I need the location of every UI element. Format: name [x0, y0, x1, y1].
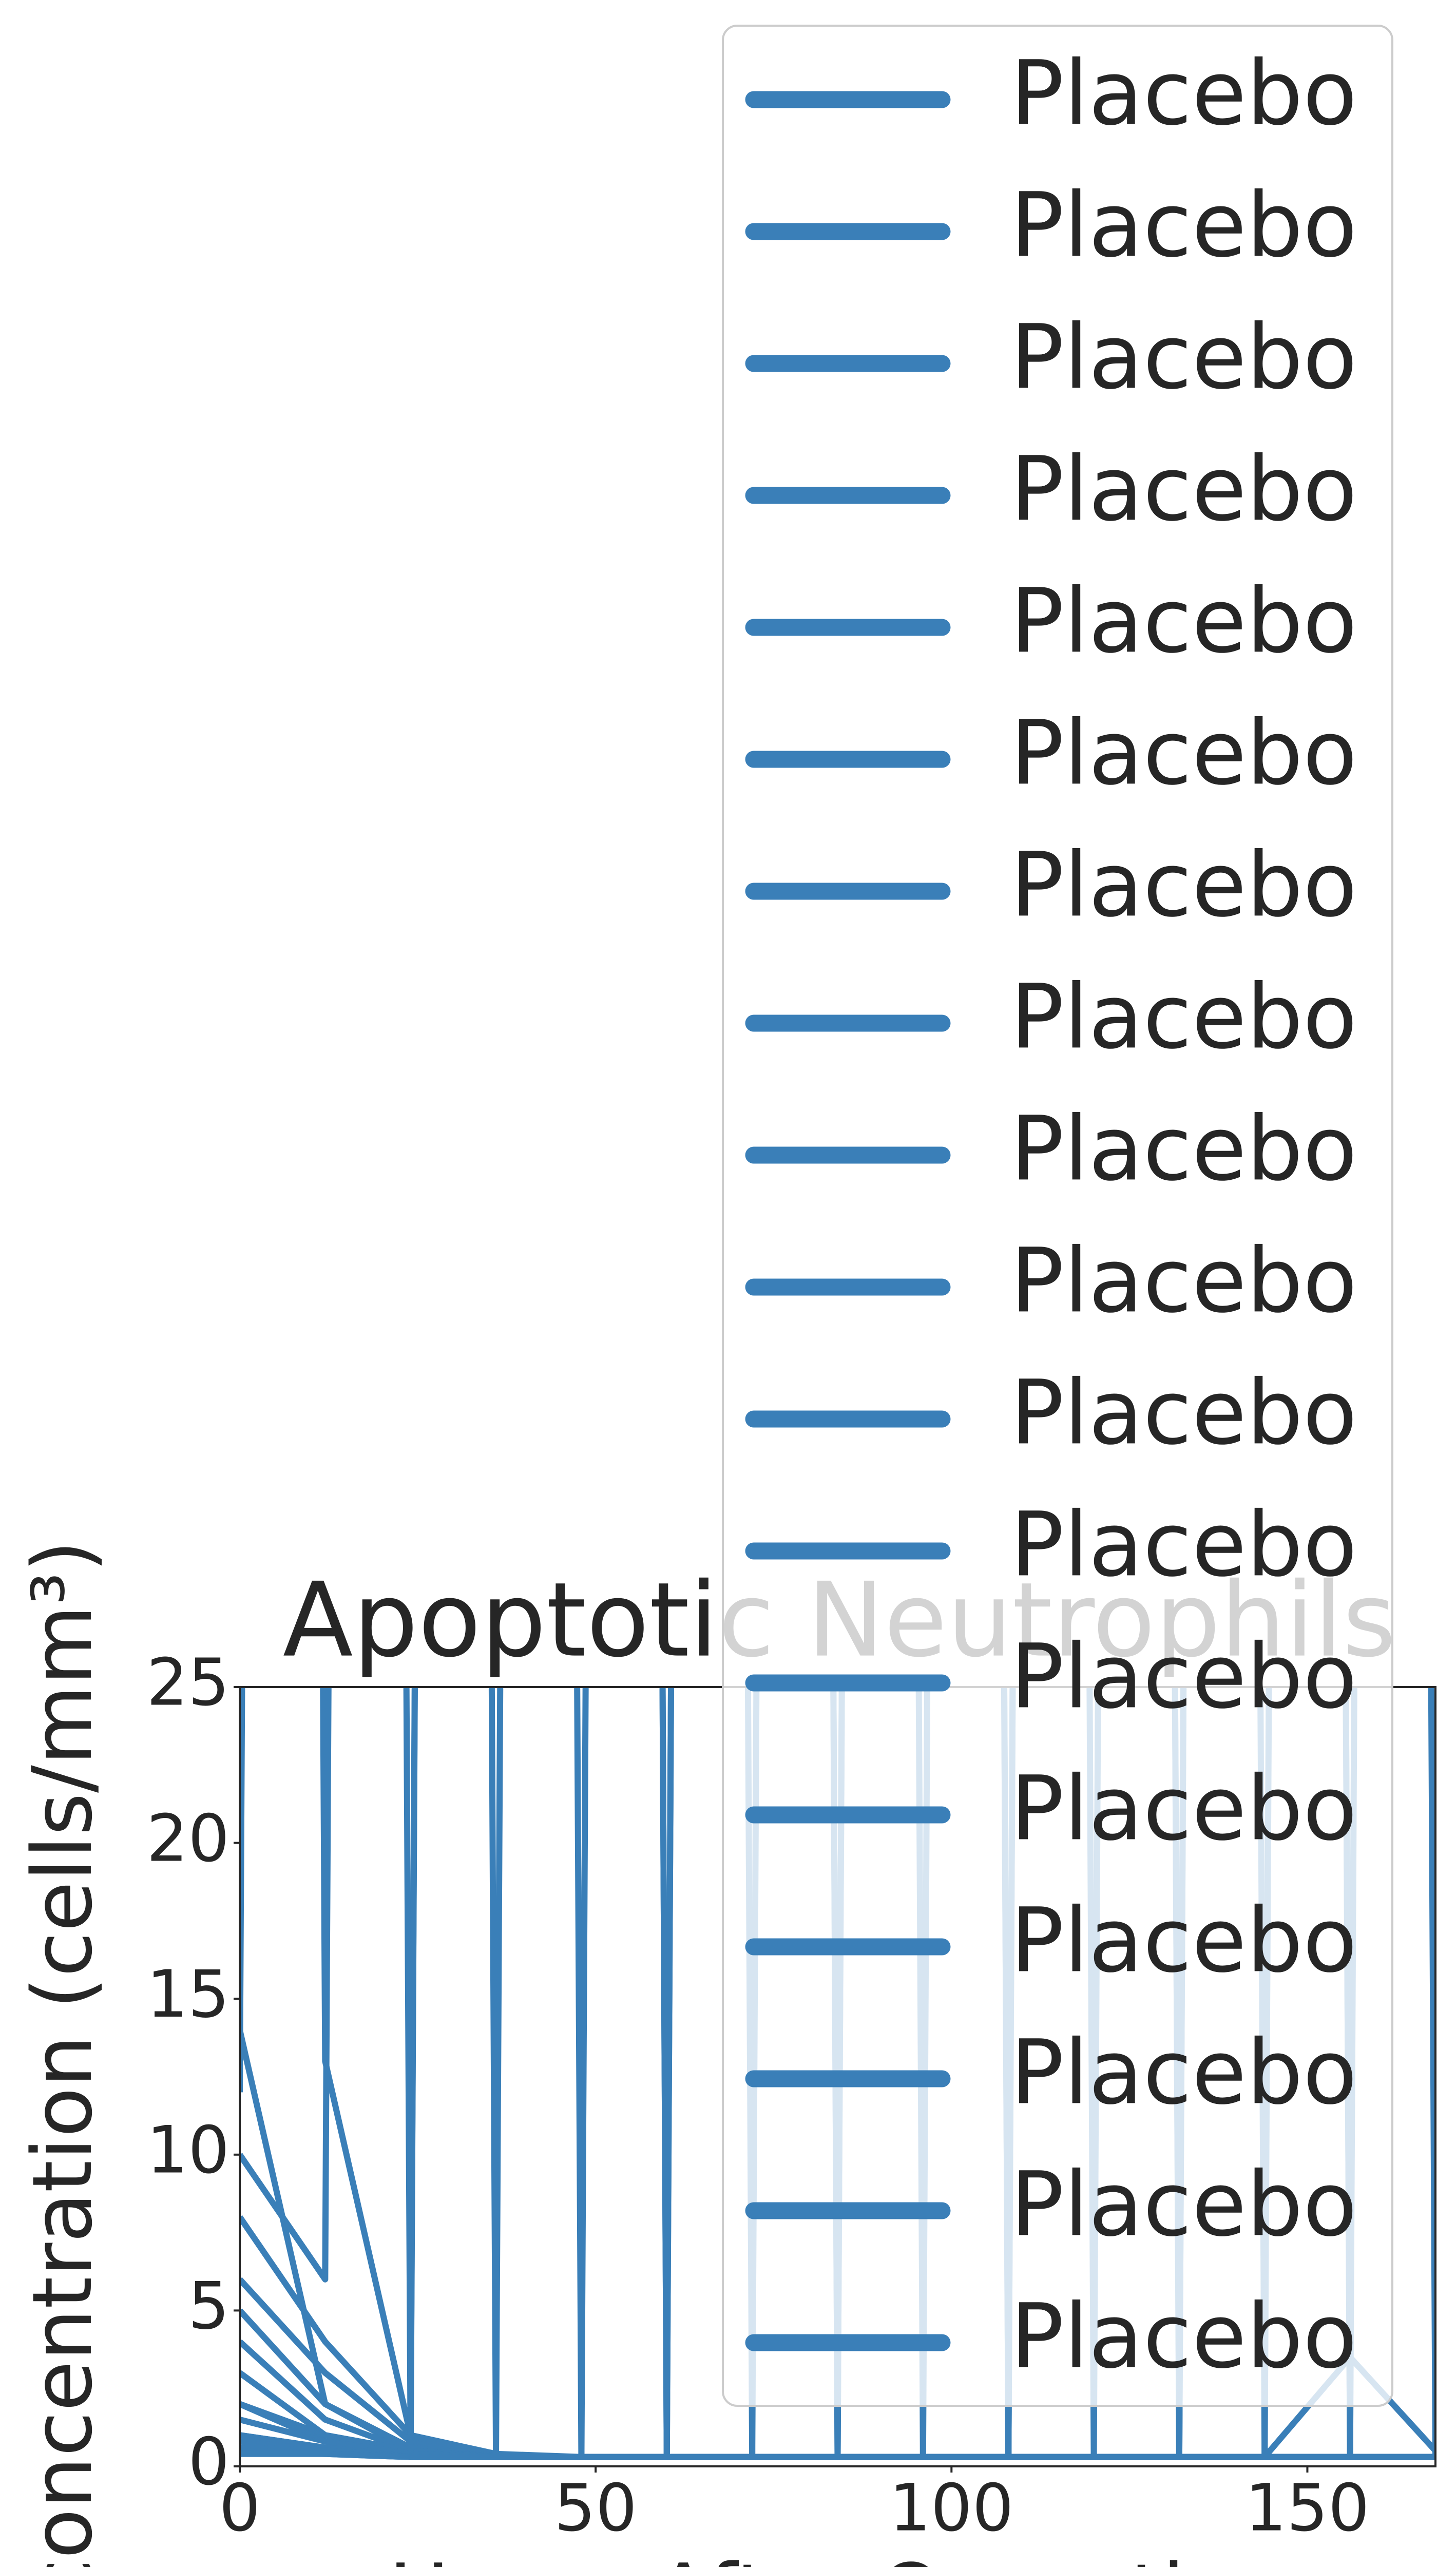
y-tick-label: 0	[188, 2424, 229, 2500]
y-tick-label: 10	[146, 2112, 229, 2188]
x-tick-label: 0	[219, 2470, 261, 2546]
legend-label: Placebo	[1010, 569, 1357, 673]
legend-label: Placebo	[1010, 1492, 1357, 1596]
legend-label: Placebo	[1010, 1229, 1357, 1332]
legend-label: Placebo	[1010, 305, 1357, 409]
legend-label: Placebo	[1010, 1361, 1357, 1464]
x-axis-label: Hours After Operation	[389, 2546, 1288, 2567]
legend-label: Placebo	[1010, 437, 1357, 541]
y-axis-label: concentration (cells/mm³)	[14, 1540, 110, 2567]
x-tick-label: 150	[1245, 2470, 1369, 2546]
x-tick-label: 100	[889, 2470, 1013, 2546]
legend-label: Placebo	[1010, 173, 1357, 277]
line-series	[240, 1687, 1435, 2460]
legend-label: Placebo	[1010, 965, 1357, 1068]
legend-label: Placebo	[1010, 1888, 1357, 1992]
plot-area	[240, 1687, 1435, 2460]
legend-label: Placebo	[1010, 2152, 1357, 2256]
legend-label: Placebo	[1010, 1624, 1357, 1728]
y-tick-label: 25	[146, 1644, 229, 1720]
y-tick-label: 15	[146, 1956, 229, 2032]
legend: Placebo Placebo Placebo Placebo Placebo Place…	[722, 25, 1393, 2407]
x-tick-label: 50	[554, 2470, 637, 2546]
legend-label: Placebo	[1010, 833, 1357, 936]
axes: 0 5 10 15 20 25 0 50 100 150	[146, 1644, 1436, 2546]
y-tick-label: 20	[146, 1800, 229, 1876]
y-tick-label: 5	[188, 2268, 229, 2344]
legend-label: Placebo	[1010, 1097, 1357, 1200]
legend-label: Placebo	[1010, 701, 1357, 804]
legend-label: Placebo	[1010, 41, 1357, 145]
legend-label: Placebo	[1010, 2284, 1357, 2388]
legend-label: Placebo	[1010, 2020, 1357, 2124]
legend-label: Placebo	[1010, 1756, 1357, 1860]
